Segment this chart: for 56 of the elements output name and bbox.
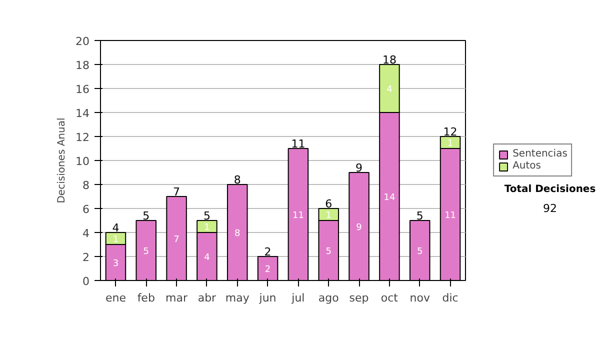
total-label: 6 (325, 198, 332, 210)
total-label: 11 (291, 138, 306, 150)
legend-label: Autos (512, 160, 541, 172)
data-label: 11 (444, 211, 456, 221)
x-tick-label: feb (137, 292, 155, 304)
data-label: 5 (326, 247, 332, 257)
y-tick-label: 20 (76, 35, 90, 48)
data-label: 3 (112, 259, 119, 269)
x-tick-label: ago (318, 292, 340, 304)
data-label: 11 (292, 211, 304, 221)
data-label: 5 (417, 247, 423, 257)
data-label: 5 (143, 247, 149, 257)
y-tick-label: 18 (76, 59, 90, 72)
total-label: 5 (416, 210, 424, 222)
data-label: 1 (326, 211, 332, 221)
y-tick-label: 12 (76, 131, 90, 144)
annotations: Total Decisiones 92 (503, 184, 597, 215)
total-label: 7 (173, 186, 180, 198)
legend-label: Sentencias (512, 148, 568, 160)
y-tick-label: 8 (82, 179, 90, 192)
x-tick-label: sep (349, 292, 369, 304)
total-label: 5 (142, 210, 150, 222)
data-label: 9 (356, 223, 362, 233)
data-label: 1 (447, 139, 454, 149)
total-label: 5 (203, 210, 210, 222)
total-label: 8 (234, 174, 241, 186)
y-tick-label: 4 (82, 227, 90, 240)
data-label: 1 (112, 235, 119, 245)
total-label: 2 (264, 246, 272, 258)
data-label: 4 (386, 85, 393, 95)
total-label: 4 (112, 222, 120, 234)
total-label: 18 (382, 54, 396, 66)
data-label: 7 (174, 235, 180, 245)
x-tick-label: jun (258, 292, 276, 304)
x-tick-label: mar (166, 292, 188, 304)
data-label: 14 (384, 193, 396, 203)
x-tick-label: ene (105, 292, 126, 304)
x-tick-label: abr (198, 292, 217, 304)
data-label: 8 (234, 229, 241, 239)
x-tick-label: dic (442, 292, 458, 304)
x-tick-label: may (225, 292, 250, 304)
total-label: 12 (443, 126, 458, 138)
y-tick-label: 2 (82, 251, 90, 264)
y-tick-label: 14 (76, 107, 90, 120)
x-tick-label: jul (290, 292, 305, 304)
data-label: 2 (264, 265, 271, 275)
data-label: 4 (204, 253, 210, 263)
y-tick-label: 0 (82, 275, 90, 288)
y-tick-label: 10 (76, 155, 90, 168)
x-tick-label: oct (380, 292, 399, 304)
y-axis-title: Decisiones Anual (56, 118, 68, 204)
x-tick-label: nov (410, 292, 430, 304)
y-tick-label: 16 (76, 83, 90, 96)
y-tick-label: 6 (82, 203, 90, 216)
total-label: 9 (356, 162, 363, 174)
data-label: 1 (204, 223, 210, 233)
